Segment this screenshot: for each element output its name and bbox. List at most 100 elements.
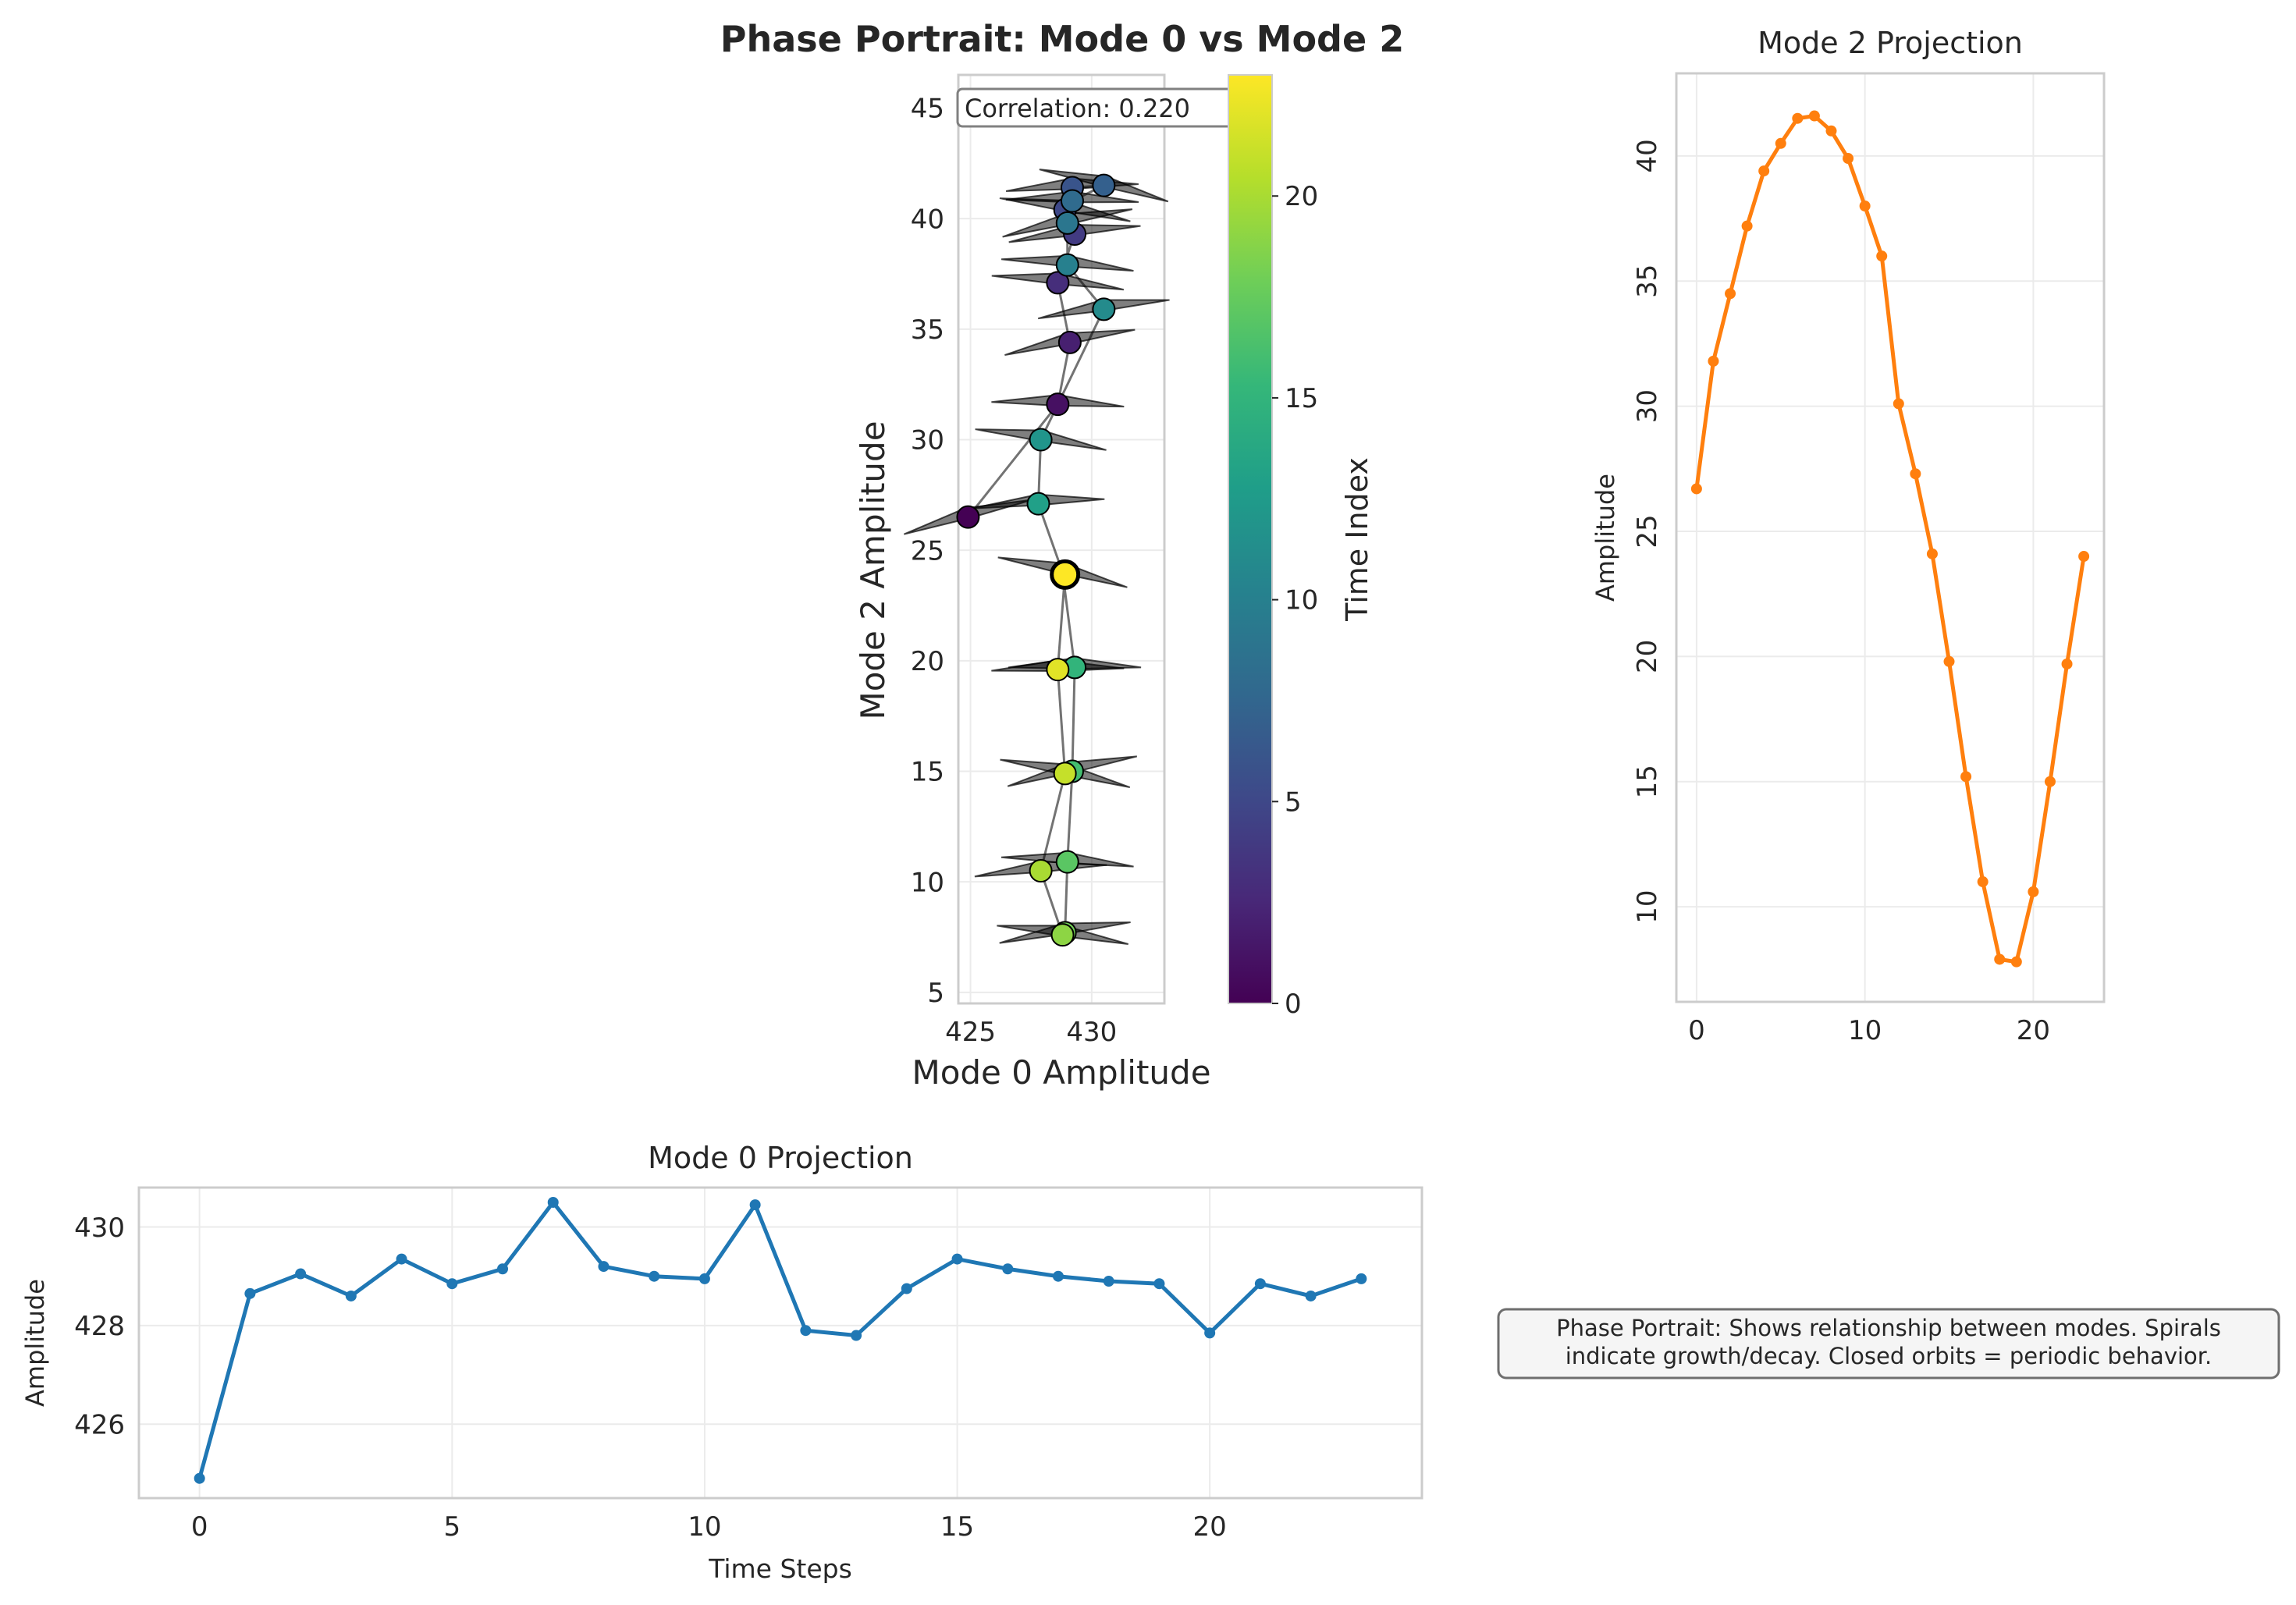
phase-point: [1050, 559, 1081, 590]
y-tick-label: 45: [911, 94, 944, 125]
mode2-marker: [2061, 658, 2073, 669]
phase-point: [1060, 189, 1084, 213]
colorbar-tick-label: 20: [1285, 181, 1318, 212]
mode2-marker: [2010, 956, 2022, 968]
mode0-marker: [749, 1199, 761, 1211]
y-tick-label: 40: [911, 204, 944, 235]
phase-portrait-panel: 425 430 5 10 15 20 25 30 35 40 45 Mode 0 Amplitude M…: [854, 73, 1234, 1092]
y-tick-label: 40: [1632, 139, 1663, 172]
axes-frame: [1675, 72, 2106, 1003]
mode2-projection-panel: 0 10 20 10 15 20 25 30 35 40 Mode 2 Projection Ampl…: [1590, 26, 2106, 1046]
correlation-label: Correlation: 0.220: [965, 94, 1190, 123]
mode2-marker: [1843, 153, 1854, 165]
x-tick-label: 425: [945, 1017, 996, 1048]
y-tick-label: 15: [911, 757, 944, 788]
mode0-marker: [698, 1273, 710, 1284]
mode0-title: Mode 0 Projection: [648, 1141, 913, 1175]
mode0-marker: [649, 1270, 660, 1282]
mode0-marker: [194, 1472, 205, 1484]
mode0-marker: [800, 1325, 812, 1337]
mode2-marker: [2078, 551, 2090, 563]
figure-title: Phase Portrait: Mode 0 vs Mode 2: [720, 18, 1404, 60]
y-tick-label: 430: [74, 1213, 125, 1244]
mode0-marker: [851, 1330, 862, 1341]
note-line-2: indicate growth/decay. Closed orbits = p…: [1566, 1343, 2212, 1369]
y-tick-label: 20: [1632, 640, 1663, 673]
mode0-marker: [345, 1290, 357, 1301]
phase-point: [1055, 211, 1079, 235]
mode0-marker: [446, 1278, 458, 1290]
mode2-marker: [1943, 655, 1955, 667]
axes-frame: [957, 73, 1166, 1005]
mode0-y-axis-label: Amplitude: [20, 1279, 50, 1407]
mode2-marker: [1825, 125, 1837, 137]
mode0-marker: [1153, 1278, 1165, 1290]
y-tick-label: 10: [1632, 889, 1663, 923]
phase-point: [1092, 173, 1116, 197]
phase-point: [1026, 492, 1050, 516]
mode2-marker: [1960, 771, 1972, 783]
mode0-x-axis-label: Time Steps: [708, 1554, 852, 1584]
mode2-marker: [1708, 355, 1719, 367]
y-tick-label: 25: [911, 535, 944, 566]
mode0-marker: [1254, 1278, 1266, 1290]
colorbar: [1228, 74, 1273, 1004]
phase-point: [1055, 253, 1079, 277]
mode2-line: [1694, 113, 2086, 964]
mode0-marker: [295, 1268, 307, 1280]
note-line-1: Phase Portrait: Shows relationship betwe…: [1556, 1315, 2221, 1341]
x-tick-label: 430: [1066, 1017, 1117, 1048]
y-axis-label: Mode 2 Amplitude: [854, 421, 892, 719]
mode0-marker: [396, 1253, 407, 1265]
y-tick-label: 30: [911, 425, 944, 456]
phase-point: [956, 505, 980, 529]
mode0-marker: [547, 1196, 559, 1208]
x-tick-label: 0: [191, 1511, 208, 1543]
mode0-marker: [1356, 1273, 1367, 1284]
mode0-marker: [598, 1261, 610, 1273]
phase-point: [1046, 392, 1070, 417]
phase-point: [1050, 923, 1075, 947]
mode2-marker: [1926, 548, 1938, 559]
mode2-marker: [1893, 398, 1904, 410]
mode2-marker: [1808, 110, 1820, 122]
mode0-marker: [497, 1263, 509, 1275]
mode2-marker: [1741, 220, 1753, 232]
colorbar-label: Time Index: [1340, 457, 1374, 622]
x-tick-label: 15: [940, 1511, 974, 1543]
x-axis-label: Mode 0 Amplitude: [912, 1053, 1210, 1092]
mode2-marker: [1910, 468, 1921, 480]
mode2-marker: [1758, 165, 1770, 177]
mode0-projection-panel: 0 5 10 15 20 426 428 430 Mode 0 Projection Time S…: [20, 1141, 1423, 1584]
y-tick-label: 35: [1632, 265, 1663, 298]
mode0-marker: [1204, 1327, 1216, 1339]
mode2-marker: [1792, 112, 1804, 124]
axes-frame: [137, 1186, 1423, 1500]
mode0-marker: [951, 1253, 963, 1265]
colorbar-tick-label: 15: [1285, 383, 1318, 414]
phase-point: [1092, 297, 1116, 321]
mode2-marker: [1775, 137, 1786, 149]
y-tick-label: 25: [1632, 514, 1663, 548]
mode0-marker: [1052, 1270, 1064, 1282]
mode0-marker: [244, 1287, 256, 1299]
mode2-marker: [1725, 288, 1736, 300]
x-tick-label: 20: [2017, 1015, 2050, 1046]
mode2-marker: [2028, 886, 2039, 897]
note-box: Phase Portrait: Shows relationship betwe…: [1497, 1308, 2280, 1380]
x-tick-label: 0: [1688, 1015, 1705, 1046]
x-tick-label: 20: [1193, 1511, 1227, 1543]
mode0-marker: [1305, 1290, 1317, 1301]
x-tick-label: 5: [443, 1511, 460, 1543]
phase-point: [1029, 859, 1053, 882]
colorbar-tick-label: 0: [1285, 989, 1302, 1020]
phase-point: [1046, 658, 1070, 682]
phase-point: [1057, 330, 1082, 354]
mode0-marker: [1103, 1276, 1114, 1287]
mode2-marker: [1859, 201, 1871, 211]
mode2-marker: [1994, 953, 2006, 965]
note-box-frame: [1497, 1308, 2280, 1380]
phase-point: [1055, 850, 1079, 874]
colorbar-panel: 0 5 10 15 20 Time Index: [1228, 74, 1374, 1020]
